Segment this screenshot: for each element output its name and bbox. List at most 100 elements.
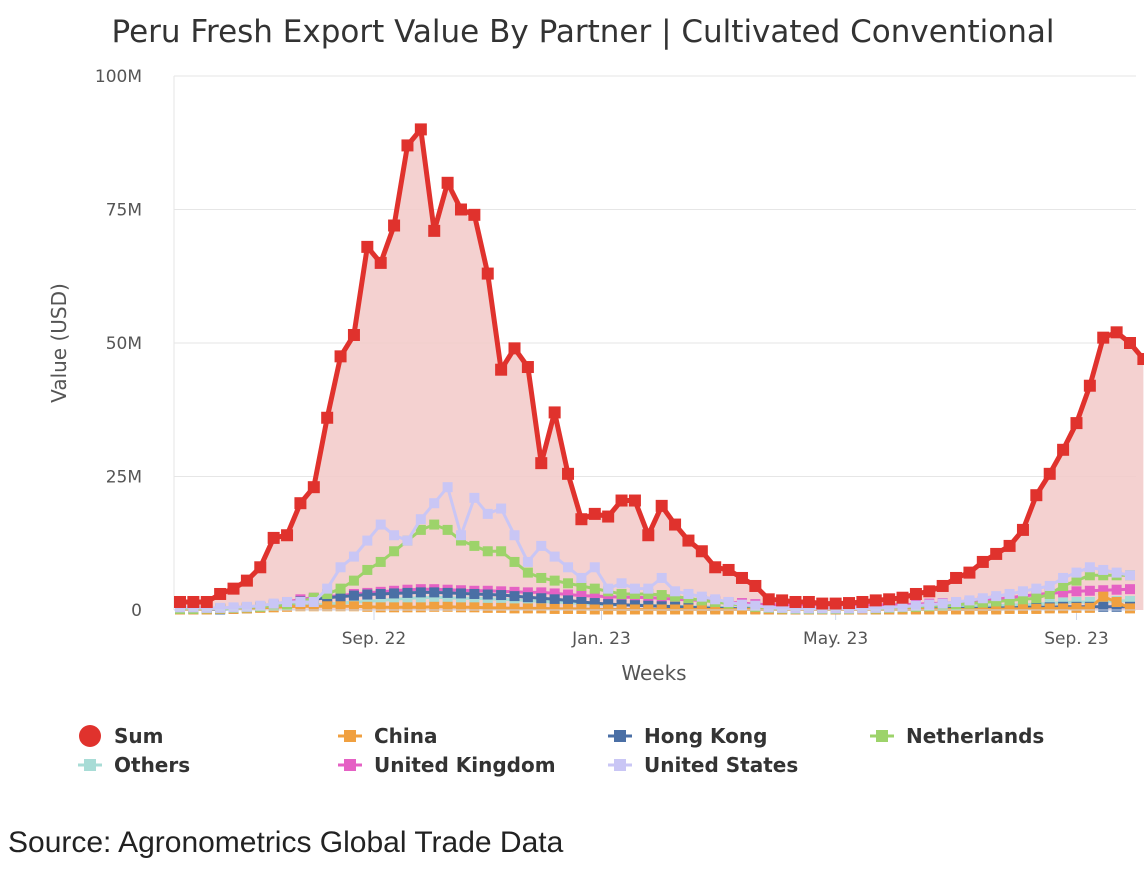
- data-point: [469, 588, 480, 599]
- legend-item-netherlands: Netherlands: [870, 724, 1044, 748]
- data-point: [991, 604, 1002, 615]
- data-point: [1016, 523, 1029, 536]
- data-point: [977, 604, 988, 615]
- data-point: [455, 535, 466, 546]
- data-point: [976, 555, 989, 568]
- data-point: [589, 591, 600, 602]
- data-point: [335, 562, 346, 573]
- data-point: [924, 599, 935, 610]
- data-point: [777, 602, 788, 613]
- data-point: [455, 530, 466, 541]
- data-point: [281, 529, 294, 542]
- data-point: [454, 203, 467, 216]
- data-point: [1030, 489, 1043, 502]
- data-point: [509, 591, 520, 602]
- data-point: [991, 596, 1002, 607]
- data-point: [857, 603, 868, 614]
- y-tick-label: 0: [131, 601, 142, 621]
- data-point: [268, 598, 279, 609]
- sum-area-layer: [180, 129, 1144, 610]
- data-point: [508, 342, 521, 355]
- data-point: [402, 535, 413, 546]
- data-point: [536, 587, 547, 598]
- data-point: [496, 546, 507, 557]
- data-point: [402, 593, 413, 604]
- data-point: [937, 598, 948, 609]
- data-point: [897, 601, 908, 612]
- data-point: [482, 546, 493, 557]
- data-point: [334, 350, 347, 363]
- data-point: [536, 540, 547, 551]
- data-point: [215, 602, 226, 613]
- data-point: [909, 587, 922, 600]
- data-point: [735, 571, 748, 584]
- data-point: [670, 604, 681, 615]
- data-point: [629, 604, 640, 615]
- data-point: [589, 604, 600, 615]
- data-point: [322, 583, 333, 594]
- legend-item-china: China: [338, 724, 438, 748]
- data-point: [1111, 584, 1122, 595]
- legend-item-others: Others: [78, 753, 190, 777]
- data-point: [415, 524, 426, 535]
- data-point: [963, 566, 976, 579]
- legend-marker: [614, 730, 626, 742]
- data-point: [294, 497, 307, 510]
- data-point: [214, 587, 227, 600]
- data-point: [1071, 567, 1082, 578]
- data-point: [1044, 580, 1055, 591]
- data-point: [696, 591, 707, 602]
- data-point: [469, 492, 480, 503]
- data-point: [509, 530, 520, 541]
- data-point: [603, 583, 614, 594]
- data-point: [1098, 564, 1109, 575]
- data-point: [362, 601, 373, 612]
- data-point: [1111, 596, 1122, 607]
- data-point: [991, 591, 1002, 602]
- x-axis-title: Weeks: [621, 661, 686, 685]
- gridlines: [173, 75, 1136, 610]
- data-point: [803, 603, 814, 614]
- data-point: [509, 603, 520, 614]
- data-point: [375, 519, 386, 530]
- legend: Sum China Hong Kong Netherlands Others United…: [78, 724, 1044, 777]
- legend-label: United Kingdom: [374, 753, 556, 777]
- data-point: [950, 571, 963, 584]
- data-point: [603, 604, 614, 615]
- data-point: [282, 596, 293, 607]
- data-point: [321, 411, 334, 424]
- data-point: [442, 601, 453, 612]
- data-point: [576, 596, 587, 607]
- data-point: [603, 599, 614, 610]
- data-point: [1071, 602, 1082, 613]
- data-point: [683, 588, 694, 599]
- data-point: [589, 562, 600, 573]
- data-point: [656, 572, 667, 583]
- data-point: [643, 604, 654, 615]
- data-point: [374, 256, 387, 269]
- data-point: [575, 513, 588, 526]
- data-point: [548, 406, 561, 419]
- data-point: [576, 590, 587, 601]
- data-point: [1058, 603, 1069, 614]
- data-point: [1084, 585, 1095, 596]
- data-point: [522, 603, 533, 614]
- legend-item-hong-kong: Hong Kong: [608, 724, 767, 748]
- data-point: [683, 604, 694, 615]
- data-point: [442, 587, 453, 598]
- data-point: [307, 481, 320, 494]
- data-point: [496, 503, 507, 514]
- data-point: [1125, 603, 1135, 614]
- y-tick-label: 25M: [106, 468, 142, 488]
- data-point: [362, 589, 373, 600]
- series-layer: [175, 482, 1135, 615]
- data-point: [1098, 601, 1109, 612]
- data-point: [1070, 417, 1083, 430]
- data-point: [1017, 603, 1028, 614]
- data-point: [362, 564, 373, 575]
- data-point: [589, 583, 600, 594]
- data-point: [228, 602, 239, 613]
- data-point: [389, 588, 400, 599]
- data-point: [536, 603, 547, 614]
- legend-marker: [79, 725, 101, 747]
